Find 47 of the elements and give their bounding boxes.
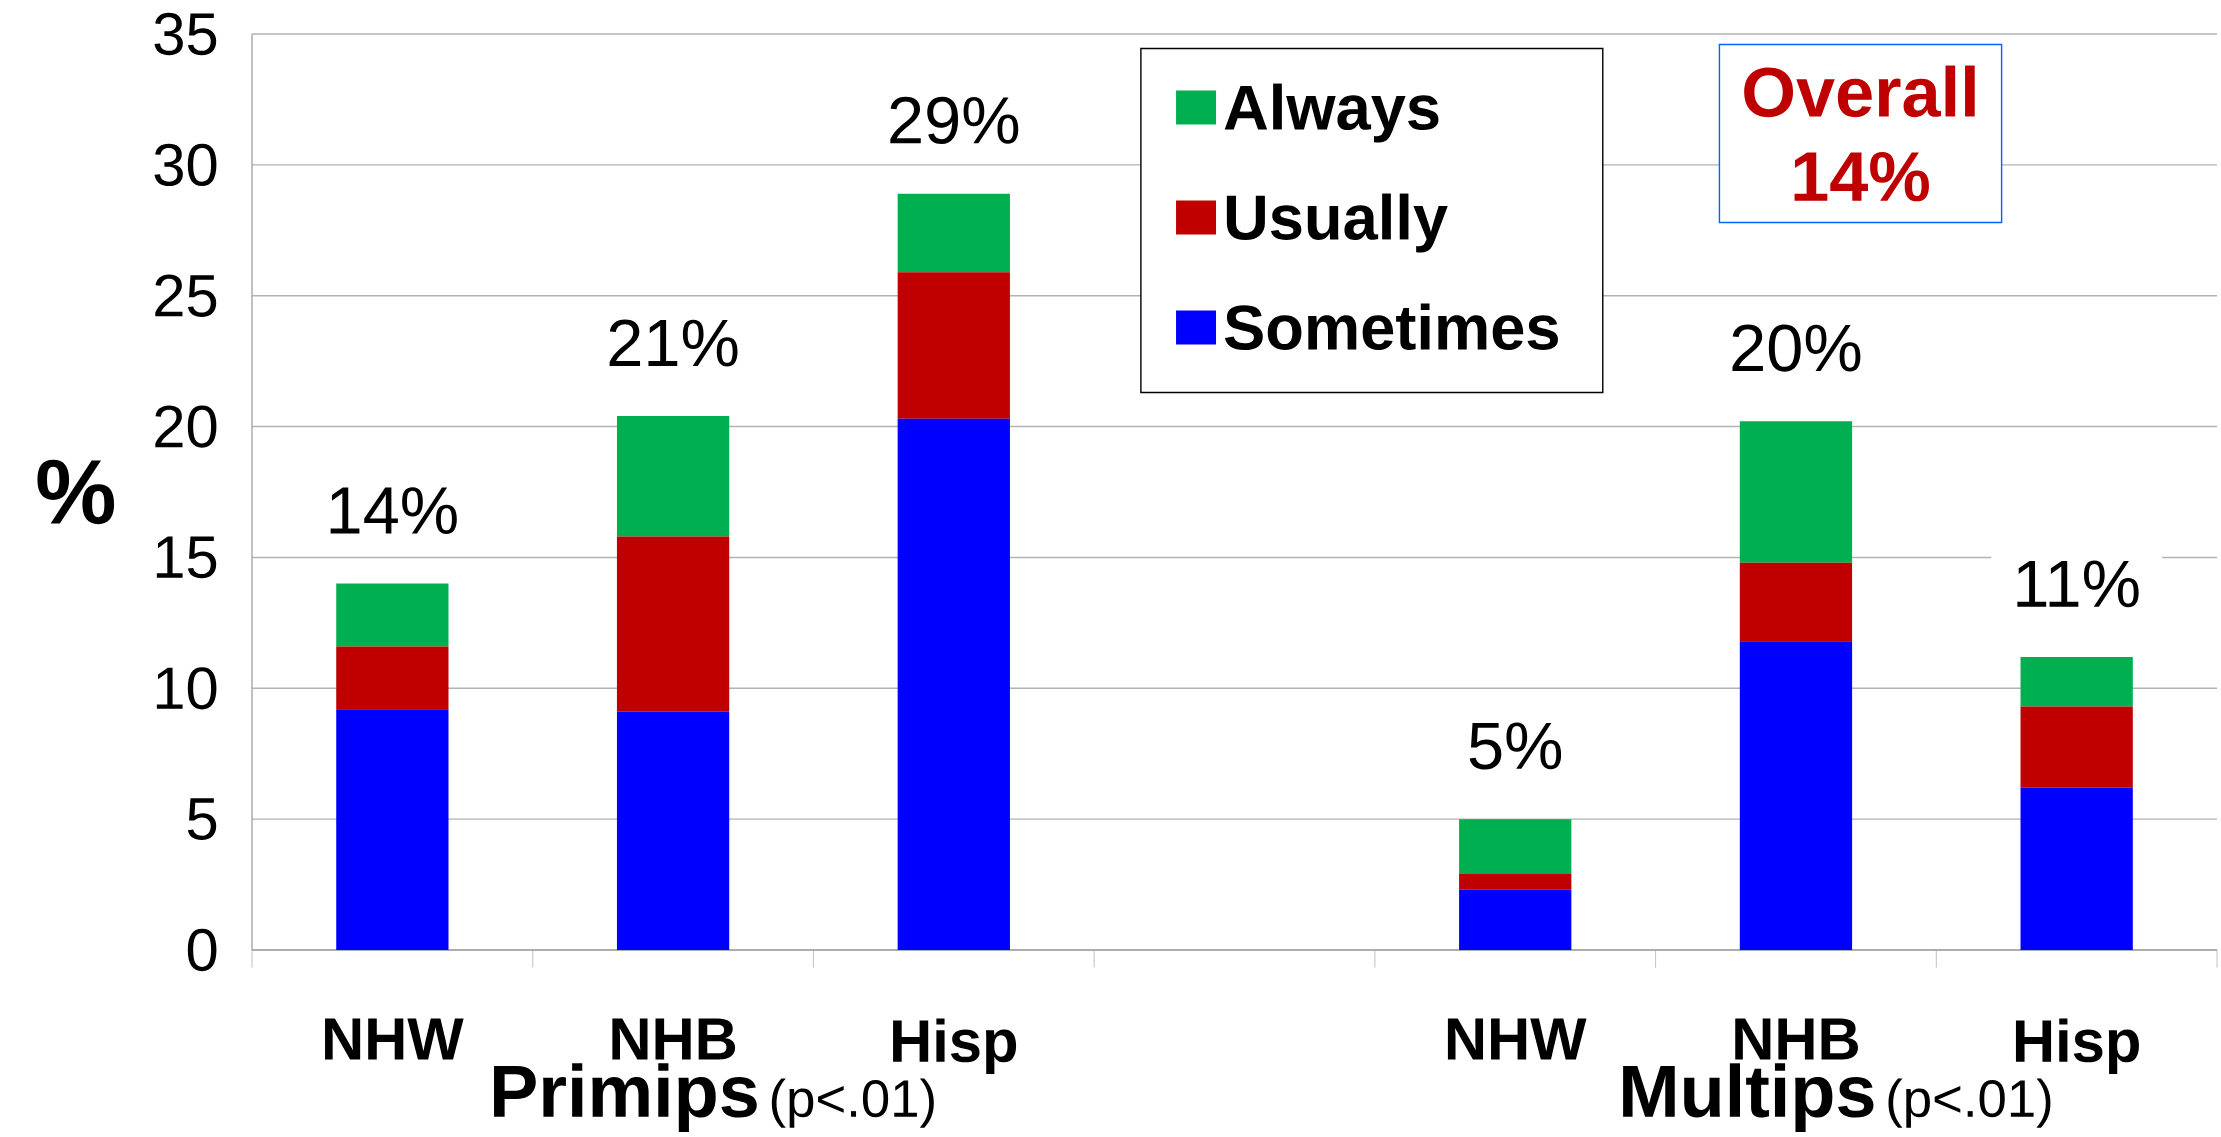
- legend-label: Usually: [1226, 193, 1448, 253]
- bar: [897, 418, 1010, 950]
- bar: [1459, 889, 1572, 950]
- y-tick-label: 5: [187, 798, 217, 841]
- bar: [1459, 874, 1572, 890]
- x-tick-label: NHW: [1447, 1018, 1587, 1060]
- text: (p<.01): [771, 1078, 934, 1128]
- y-tick-label: 15: [156, 536, 217, 579]
- bar: [2020, 787, 2133, 950]
- bar: [1739, 562, 1853, 642]
- y-tick-label: 10: [156, 667, 217, 710]
- bar: [616, 416, 730, 537]
- x-tick-label: Hisp: [2015, 1018, 2139, 1075]
- x-tick-label: NHB: [1735, 1018, 1858, 1060]
- bar: [616, 711, 730, 950]
- legend-label: Sometimes: [1224, 303, 1558, 350]
- y-tick-label: 25: [155, 274, 217, 317]
- legend-label: Always: [1224, 83, 1439, 143]
- total-label: 14%: [330, 487, 457, 534]
- bar: [2020, 656, 2133, 707]
- total-label: 11%: [2017, 560, 2139, 608]
- bar: [336, 583, 449, 647]
- x-tick-label: Hisp: [893, 1018, 1017, 1075]
- y-tick-label: 35: [154, 12, 217, 56]
- bar: [336, 709, 449, 950]
- bar: [336, 646, 449, 710]
- y-tick-label: 30: [154, 143, 217, 187]
- total-label: 29%: [890, 96, 1019, 144]
- annotation: Overall 14%: [1744, 65, 1975, 202]
- bar: [2020, 706, 2133, 788]
- x-tick-label: NHW: [325, 1018, 464, 1060]
- text: Multips: [1623, 1063, 1874, 1133]
- bar: [1739, 641, 1853, 950]
- y-axis-title: %: [37, 459, 115, 525]
- bar: [616, 536, 730, 712]
- total-label: 5%: [1469, 722, 1562, 770]
- y-tick-label: 20: [155, 405, 217, 448]
- bar: [1459, 819, 1572, 875]
- y-tick-label: 0: [187, 928, 217, 972]
- bar: [1739, 421, 1853, 563]
- text: (p<.01): [1888, 1078, 2051, 1128]
- total-label: 20%: [1732, 324, 1861, 372]
- bar: [897, 272, 1010, 419]
- total-label: 21%: [609, 319, 738, 367]
- bar: [897, 193, 1010, 273]
- text: Primips: [494, 1063, 757, 1133]
- x-tick-label: NHB: [612, 1018, 736, 1060]
